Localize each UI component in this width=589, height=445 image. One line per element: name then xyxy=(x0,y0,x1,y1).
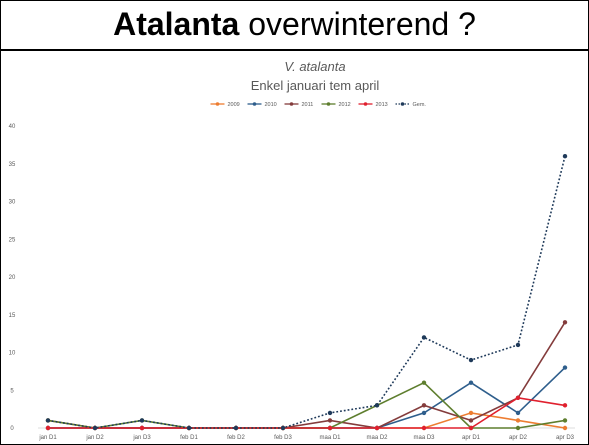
y-tick-label: 40 xyxy=(9,124,16,130)
x-tick-label: apr D3 xyxy=(556,435,575,441)
data-point xyxy=(562,365,568,370)
series-group xyxy=(45,154,568,431)
x-tick-label: apr D1 xyxy=(462,435,481,441)
data-point xyxy=(186,425,192,431)
y-tick-label: 5 xyxy=(10,388,14,394)
legend-label: 2011 xyxy=(302,102,314,108)
series-line xyxy=(47,412,566,429)
legend-swatch-marker xyxy=(252,102,257,106)
data-point xyxy=(515,342,521,348)
chart-title: V. atalanta xyxy=(284,59,345,74)
data-point xyxy=(468,380,474,385)
x-tick-label: feb D3 xyxy=(274,435,292,441)
legend-item: 2010 xyxy=(247,102,277,108)
legend-item: 2013 xyxy=(358,102,388,108)
x-tick-label: maa D3 xyxy=(413,435,435,441)
legend-label: 2010 xyxy=(265,102,277,108)
legend-swatch-marker xyxy=(363,102,368,106)
data-point xyxy=(515,410,521,416)
data-point xyxy=(374,425,380,431)
data-point xyxy=(139,425,145,431)
series-2011 xyxy=(45,320,568,431)
slide-title: Atalanta overwinterend ? xyxy=(0,4,589,44)
y-tick-label: 25 xyxy=(9,237,16,243)
data-point xyxy=(421,425,427,431)
data-point xyxy=(515,418,521,423)
data-point xyxy=(562,403,568,408)
legend-item: Gem. xyxy=(395,102,427,108)
series-line xyxy=(47,381,566,429)
data-point xyxy=(515,395,521,400)
data-point xyxy=(139,418,145,423)
y-axis: 0 5 10 15 20 25 30 35 40 xyxy=(9,124,16,432)
data-point xyxy=(421,403,427,408)
series-2010 xyxy=(45,365,568,431)
data-point xyxy=(92,425,98,431)
legend-swatch-marker xyxy=(400,102,405,106)
data-point xyxy=(468,425,474,431)
title-divider xyxy=(0,49,589,51)
series-line xyxy=(48,396,566,429)
y-tick-label: 35 xyxy=(9,162,16,168)
legend-label: 2009 xyxy=(228,102,240,108)
data-point xyxy=(45,418,51,423)
data-point xyxy=(421,380,427,385)
chart-subtitle: Enkel januari tem april xyxy=(251,78,380,93)
x-tick-label: maa D2 xyxy=(366,435,388,441)
legend-label: 2012 xyxy=(339,102,351,108)
data-point xyxy=(468,418,474,423)
series-line xyxy=(48,367,566,429)
data-point xyxy=(562,320,568,325)
legend-item: 2009 xyxy=(210,102,240,108)
x-tick-label: maa D1 xyxy=(319,435,341,441)
data-point xyxy=(327,418,333,423)
data-point xyxy=(233,425,239,431)
data-point xyxy=(562,154,568,159)
legend-label: 2013 xyxy=(376,102,388,108)
data-point xyxy=(468,410,474,416)
legend-swatch-marker xyxy=(215,102,220,106)
x-tick-label: apr D2 xyxy=(509,435,528,441)
x-tick-label: feb D2 xyxy=(227,435,245,441)
series-gem xyxy=(45,154,568,431)
data-point xyxy=(421,335,427,340)
slide-title-bold: Atalanta xyxy=(113,6,240,42)
y-tick-label: 0 xyxy=(10,426,14,432)
data-point xyxy=(45,425,51,431)
series-line xyxy=(48,321,566,429)
x-tick-label: jan D2 xyxy=(85,435,104,441)
data-point xyxy=(327,410,333,416)
y-tick-label: 30 xyxy=(9,200,16,206)
x-tick-label: jan D1 xyxy=(38,435,57,441)
data-point xyxy=(374,403,380,408)
series-line xyxy=(47,156,566,429)
x-tick-label: feb D1 xyxy=(180,435,198,441)
data-point xyxy=(280,425,286,431)
y-tick-label: 15 xyxy=(9,313,16,319)
legend-swatch-marker xyxy=(289,102,294,106)
slide-title-rest: overwinterend ? xyxy=(239,6,476,42)
legend-item: 2011 xyxy=(284,102,314,108)
legend-swatch-marker xyxy=(326,102,331,106)
x-axis: jan D1 jan D2 jan D3 feb D1 feb D2 feb D3 maa … xyxy=(38,435,574,441)
y-tick-label: 10 xyxy=(9,351,16,357)
chart-legend: 2009 2010 2011 2012 2013 Gem. xyxy=(210,102,427,108)
data-point xyxy=(421,410,427,416)
legend-item: 2012 xyxy=(321,102,351,108)
y-tick-label: 20 xyxy=(9,275,16,281)
data-point xyxy=(562,425,568,431)
legend-label: Gem. xyxy=(413,102,427,108)
data-point xyxy=(562,418,568,423)
data-point xyxy=(515,425,521,431)
data-point xyxy=(327,425,333,431)
data-point xyxy=(468,357,474,363)
x-tick-label: jan D3 xyxy=(132,435,151,441)
